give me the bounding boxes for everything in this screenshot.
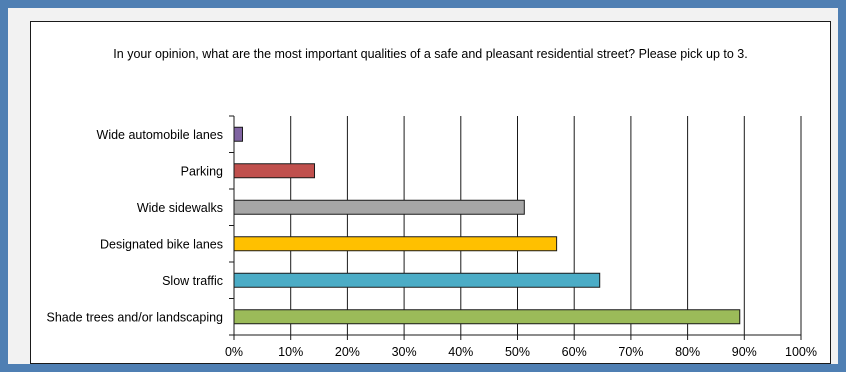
x-tick-label: 0% (225, 345, 243, 359)
bar (233, 199, 525, 215)
chart-title: In your opinion, what are the most impor… (113, 47, 748, 61)
chart-frame: In your opinion, what are the most impor… (8, 8, 838, 364)
x-tick-label: 30% (392, 345, 417, 359)
chart-area: In your opinion, what are the most impor… (30, 21, 831, 364)
x-tick-label: 90% (732, 345, 757, 359)
category-label: Designated bike lanes (100, 237, 223, 251)
bar (233, 126, 244, 142)
x-tick-label: 80% (675, 345, 700, 359)
x-tick-label: 10% (278, 345, 303, 359)
category-label: Wide sidewalks (137, 201, 223, 215)
x-tick-label: 20% (335, 345, 360, 359)
bar-chart-plot: 0% 10% 20% 30% 40% 50% 60% 70% 80% 90% 100% Wide au… (46, 115, 817, 359)
x-tick-label: 100% (785, 345, 817, 359)
bar (233, 163, 316, 179)
x-tick-label: 60% (562, 345, 587, 359)
x-tick-label: 50% (505, 345, 530, 359)
bar (233, 309, 741, 325)
x-tick-label: 40% (448, 345, 473, 359)
x-tick-label: 70% (618, 345, 643, 359)
category-label: Wide automobile lanes (97, 128, 223, 142)
category-label: Shade trees and/or landscaping (46, 310, 223, 324)
bar (233, 236, 558, 252)
category-label: Parking (181, 164, 223, 178)
bar (233, 272, 601, 288)
category-label: Slow traffic (162, 274, 223, 288)
